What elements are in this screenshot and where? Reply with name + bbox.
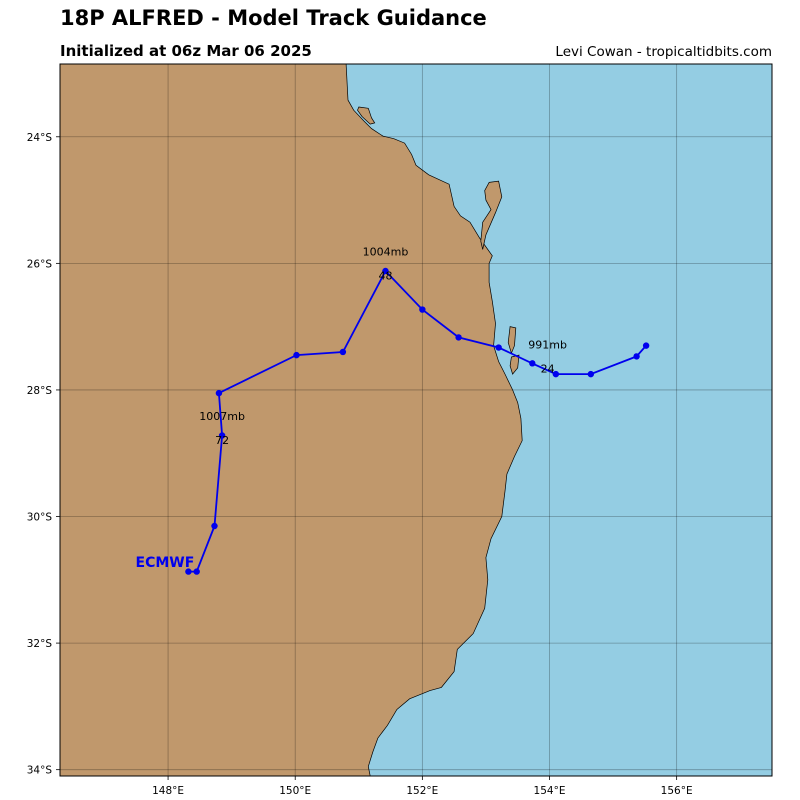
model-label: ECMWF bbox=[136, 555, 195, 571]
track-point bbox=[552, 370, 560, 378]
model-tracks: 991mb 24 1004mb 48 1007mb 72 ECMWF bbox=[136, 245, 650, 575]
forecast-hour-label: 48 bbox=[378, 269, 392, 282]
lat-tick-label: 24°S bbox=[27, 132, 53, 144]
gridlines bbox=[60, 64, 772, 776]
islands bbox=[357, 106, 520, 375]
forecast-hour-label: 72 bbox=[215, 434, 229, 447]
pressure-label: 1007mb bbox=[199, 410, 245, 423]
island bbox=[507, 326, 517, 355]
lat-tick-label: 32°S bbox=[27, 638, 53, 650]
track-point bbox=[419, 306, 426, 313]
lon-tick-label: 148°E bbox=[152, 785, 184, 797]
land-area bbox=[60, 64, 523, 776]
track-point bbox=[211, 522, 218, 530]
chart-title: 18P ALFRED - Model Track Guidance bbox=[60, 6, 487, 30]
lat-tick-label: 26°S bbox=[27, 258, 53, 270]
track-point bbox=[339, 348, 347, 356]
track-point bbox=[642, 342, 650, 349]
pressure-label: 1004mb bbox=[363, 245, 409, 258]
map-frame bbox=[59, 63, 773, 777]
lon-tick-label: 150°E bbox=[279, 785, 311, 797]
lat-tick-label: 34°S bbox=[27, 765, 53, 777]
track-point bbox=[495, 344, 502, 351]
island bbox=[480, 180, 503, 250]
track-point bbox=[185, 568, 192, 575]
lon-tick-label: 154°E bbox=[534, 785, 566, 797]
track-point bbox=[529, 360, 536, 367]
init-time-subtitle: Initialized at 06z Mar 06 2025 bbox=[60, 42, 312, 60]
pressure-label: 991mb bbox=[528, 338, 567, 351]
island bbox=[357, 106, 376, 125]
island bbox=[509, 354, 520, 375]
track-line bbox=[188, 269, 647, 573]
track-point bbox=[382, 267, 389, 275]
lat-tick-label: 30°S bbox=[27, 512, 53, 524]
track-point bbox=[587, 370, 595, 378]
lon-tick-label: 156°E bbox=[661, 785, 693, 797]
credit-text: Levi Cowan - tropicaltidbits.com bbox=[555, 44, 772, 60]
forecast-hour-label: 24 bbox=[541, 362, 555, 375]
track-point bbox=[293, 351, 300, 359]
lat-tick-label: 28°S bbox=[27, 385, 53, 397]
track-point bbox=[455, 334, 462, 341]
track-point bbox=[633, 353, 640, 360]
lon-tick-label: 152°E bbox=[406, 785, 438, 797]
track-point bbox=[218, 432, 226, 439]
track-point bbox=[193, 568, 200, 575]
track-point bbox=[215, 389, 223, 397]
axis-ticks: 148°E 150°E 152°E 154°E 156°E 24°S 26°S 28°S 30°… bbox=[27, 132, 693, 797]
